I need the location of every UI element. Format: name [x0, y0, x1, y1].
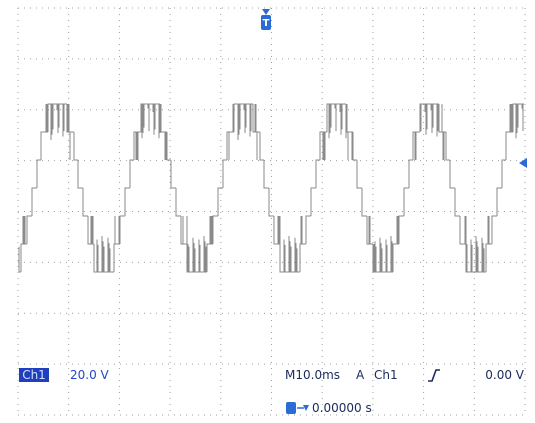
- channel-badge: [19, 368, 49, 382]
- trigger-marker: T: [261, 9, 271, 30]
- svg-text:T: T: [263, 18, 270, 29]
- trigger-source: Ch1: [374, 368, 398, 382]
- trigger-position: 0.00000 s: [312, 401, 372, 415]
- level-marker: [519, 158, 527, 168]
- slope-icon: [428, 369, 440, 382]
- timebase: M10.0ms: [285, 368, 340, 382]
- trigger-mode: A: [356, 368, 365, 382]
- waveform: [18, 103, 524, 273]
- trigger-level: 0.00 V: [485, 368, 525, 382]
- channel-label: Ch1: [22, 368, 46, 382]
- scale: 20.0 V: [70, 368, 110, 382]
- position-icon: [286, 402, 309, 414]
